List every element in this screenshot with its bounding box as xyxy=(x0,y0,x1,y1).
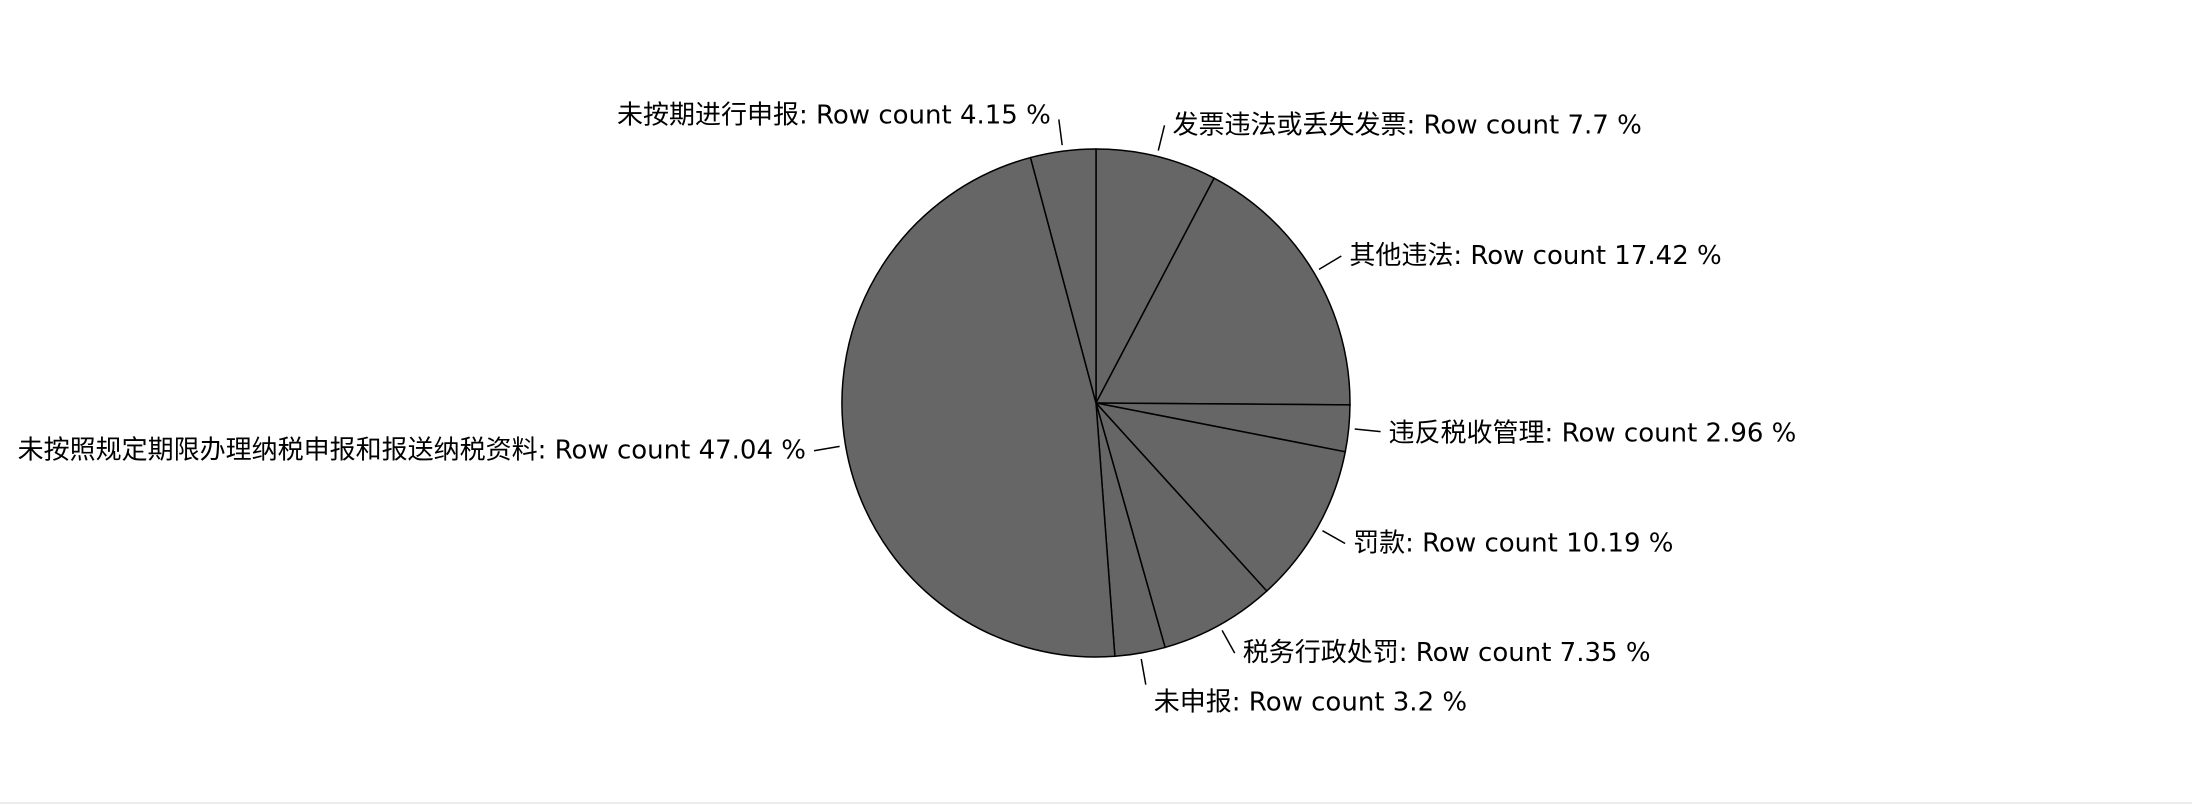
pie-slice xyxy=(841,156,1116,658)
pie-leader-lines xyxy=(813,119,1381,685)
pie-slice xyxy=(1094,177,1351,406)
pie-leader-line xyxy=(1221,630,1236,654)
pie-slices xyxy=(841,148,1351,658)
pie-slice-label: 税务行政处罚: Row count 7.35 % xyxy=(1243,638,1651,668)
pie-slice-label: 未按期进行申报: Row count 4.15 % xyxy=(617,100,1051,130)
pie-slice-label: 未申报: Row count 3.2 % xyxy=(1154,688,1467,718)
pie-slice xyxy=(1095,148,1216,404)
pie-slice-label: 罚款: Row count 10.19 % xyxy=(1353,528,1673,558)
bottom-divider xyxy=(0,802,2192,804)
pie-slice xyxy=(1029,148,1097,404)
pie-leader-line xyxy=(1140,658,1147,685)
pie-leader-line xyxy=(1354,428,1381,433)
pie-labels: 发票违法或丢失发票: Row count 7.7 % 其他违法: Row coun… xyxy=(18,100,1797,717)
pie-leader-line xyxy=(813,445,840,452)
pie-slice-label: 其他违法: Row count 17.42 % xyxy=(1349,241,1721,271)
pie-slice-label: 违反税收管理: Row count 2.96 % xyxy=(1389,419,1797,449)
pie-slice-label: 发票违法或丢失发票: Row count 7.7 % xyxy=(1173,110,1642,140)
pie-leader-line xyxy=(1318,255,1342,271)
pie-leader-line xyxy=(1157,125,1166,151)
pie-slice xyxy=(1093,401,1347,593)
pie-slice xyxy=(1095,402,1268,649)
pie-slice-label: 未按照规定期限办理纳税申报和报送纳税资料: Row count 47.04 % xyxy=(18,436,806,466)
pie-leader-line xyxy=(1322,530,1346,545)
pie-leader-line xyxy=(1058,119,1063,146)
